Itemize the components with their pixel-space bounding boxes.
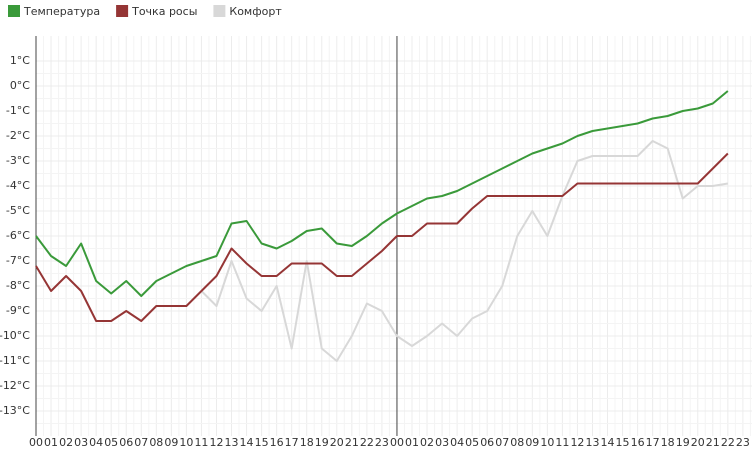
y-tick-label: -9°C: [6, 304, 30, 317]
x-tick-label: 00: [390, 436, 404, 449]
x-tick-label: 19: [676, 436, 690, 449]
x-tick-label: 09: [164, 436, 178, 449]
x-tick-label: 14: [601, 436, 615, 449]
x-tick-label: 03: [435, 436, 449, 449]
x-tick-label: 12: [570, 436, 584, 449]
series-line: [35, 152, 729, 322]
x-tick-label: 11: [194, 436, 208, 449]
x-tick-label: 18: [300, 436, 314, 449]
legend-label: Комфорт: [229, 5, 282, 18]
x-tick-label: 11: [555, 436, 569, 449]
y-tick-label: -2°C: [6, 129, 30, 142]
y-tick-label: -10°C: [0, 329, 30, 342]
x-tick-label: 22: [721, 436, 735, 449]
y-tick-label: -8°C: [6, 279, 30, 292]
x-tick-label: 23: [736, 436, 750, 449]
y-tick-label: -13°C: [0, 404, 30, 417]
y-tick-label: -6°C: [6, 229, 30, 242]
x-tick-label: 05: [104, 436, 118, 449]
x-tick-label: 12: [209, 436, 223, 449]
x-tick-label: 10: [540, 436, 554, 449]
x-tick-label: 16: [631, 436, 645, 449]
x-tick-label: 07: [495, 436, 509, 449]
x-tick-label: 00: [29, 436, 43, 449]
x-tick-label: 19: [315, 436, 329, 449]
y-tick-label: -4°C: [6, 179, 30, 192]
series-line: [200, 140, 729, 362]
y-tick-label: -7°C: [6, 254, 30, 267]
x-tick-label: 02: [420, 436, 434, 449]
x-tick-label: 21: [345, 436, 359, 449]
x-tick-label: 02: [59, 436, 73, 449]
x-tick-label: 05: [465, 436, 479, 449]
x-tick-label: 06: [480, 436, 494, 449]
x-tick-label: 18: [661, 436, 675, 449]
x-tick-label: 10: [179, 436, 193, 449]
x-tick-label: 03: [74, 436, 88, 449]
x-tick-label: 08: [510, 436, 524, 449]
x-tick-label: 22: [360, 436, 374, 449]
x-tick-label: 15: [255, 436, 269, 449]
x-tick-label: 06: [119, 436, 133, 449]
legend-label: Точка росы: [131, 5, 197, 18]
x-tick-label: 20: [330, 436, 344, 449]
y-tick-label: 0°C: [10, 79, 30, 92]
x-tick-label: 20: [691, 436, 705, 449]
x-tick-label: 17: [285, 436, 299, 449]
x-tick-label: 01: [405, 436, 419, 449]
y-tick-label: -12°C: [0, 379, 30, 392]
x-tick-label: 21: [706, 436, 720, 449]
y-tick-label: -1°C: [6, 104, 30, 117]
x-tick-label: 01: [44, 436, 58, 449]
legend-label: Температура: [23, 5, 100, 18]
y-tick-label: -11°C: [0, 354, 30, 367]
series-line: [35, 90, 729, 297]
x-tick-label: 04: [89, 436, 103, 449]
y-tick-label: -3°C: [6, 154, 30, 167]
x-tick-label: 08: [149, 436, 163, 449]
x-tick-label: 13: [585, 436, 599, 449]
legend-swatch: [213, 5, 226, 17]
legend-swatch: [8, 5, 20, 17]
x-tick-label: 07: [134, 436, 148, 449]
x-tick-label: 16: [270, 436, 284, 449]
x-tick-label: 14: [240, 436, 254, 449]
x-tick-label: 17: [646, 436, 660, 449]
x-tick-label: 04: [450, 436, 464, 449]
y-tick-label: 1°C: [10, 54, 30, 67]
y-tick-label: -5°C: [6, 204, 30, 217]
x-tick-label: 15: [616, 436, 630, 449]
x-tick-label: 23: [375, 436, 389, 449]
x-tick-label: 09: [525, 436, 539, 449]
x-tick-label: 13: [225, 436, 239, 449]
legend-swatch: [116, 5, 129, 17]
